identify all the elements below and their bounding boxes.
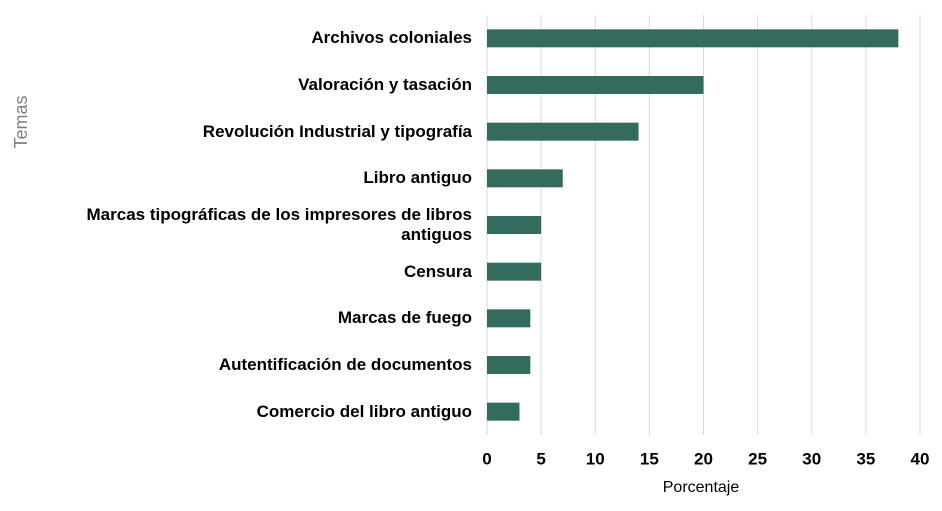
x-tick-label: 0 <box>482 449 491 468</box>
bar <box>487 29 899 48</box>
y-tick-label: Comercio del libro antiguo <box>256 401 472 421</box>
bar <box>487 402 520 421</box>
bar <box>487 169 563 188</box>
x-tick-label: 35 <box>856 449 875 468</box>
x-tick-label: 5 <box>536 449 545 468</box>
bar <box>487 216 542 234</box>
bar <box>487 262 542 281</box>
y-tick-label: Autentificación de documentos <box>218 355 472 374</box>
y-tick-label: Marcas de fuego <box>337 308 472 328</box>
bar <box>487 122 639 141</box>
x-tick-label: 10 <box>586 449 605 468</box>
x-tick-label: 20 <box>694 449 713 468</box>
y-tick-label: Archivos coloniales <box>311 28 472 48</box>
x-tick-label: 15 <box>640 449 659 468</box>
y-tick-label: Libro antiguo <box>363 168 472 188</box>
x-axis-title: Porcentaje <box>663 479 740 496</box>
y-tick-label: Revolución Industrial y tipografía <box>202 121 472 141</box>
x-tick-label: 30 <box>802 449 821 468</box>
y-tick-label: Censura <box>403 261 472 281</box>
y-tick-label: Marcas tipográficas de los impresores de… <box>86 205 472 244</box>
bar <box>487 356 531 374</box>
x-tick-label: 40 <box>911 449 930 468</box>
x-tick-label: 25 <box>748 449 767 468</box>
bar <box>487 309 531 328</box>
y-axis-title: Temas <box>11 95 31 148</box>
y-tick-label: Valoración y tasación <box>298 75 472 94</box>
bar <box>487 76 704 94</box>
